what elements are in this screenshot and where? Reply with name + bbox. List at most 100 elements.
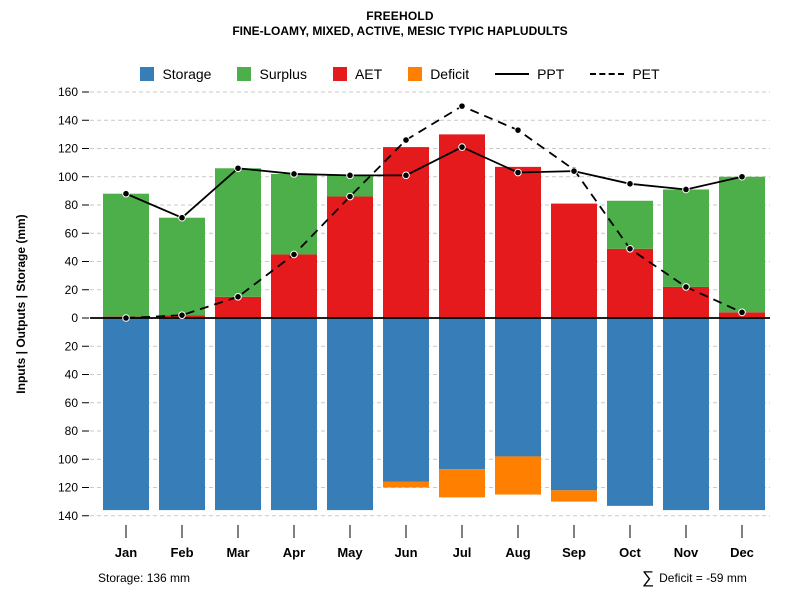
chart-legend: Storage Surplus AET Deficit PPT PET (0, 66, 800, 82)
legend-label-aet: AET (354, 66, 383, 82)
aet-bar (215, 296, 261, 318)
y-tick-label: 40 (65, 368, 79, 382)
y-tick-label: 40 (65, 255, 79, 269)
surplus-bar (719, 176, 765, 313)
chart-subtitle: FINE-LOAMY, MIXED, ACTIVE, MESIC TYPIC H… (232, 24, 568, 38)
ppt-point (346, 171, 354, 180)
pet-point (178, 311, 186, 319)
surplus-bar (663, 189, 709, 287)
month-label: Feb (170, 545, 193, 560)
month-label: Aug (505, 545, 530, 560)
surplus-bar (271, 173, 317, 255)
ppt-point (458, 143, 466, 151)
ppt-point (570, 167, 578, 175)
month-label: Jan (115, 545, 137, 560)
legend-label-deficit: Deficit (430, 66, 470, 82)
aet-bar (551, 203, 597, 318)
deficit-annotation: ∑ Deficit = -59 mm (642, 568, 747, 588)
y-tick-label: 0 (71, 311, 78, 325)
ppt-point (514, 168, 522, 177)
legend-label-ppt: PPT (537, 66, 565, 82)
storage-bar (719, 318, 765, 511)
surplus-bar (215, 168, 261, 297)
month-label: Dec (730, 545, 754, 560)
month-label: Sep (562, 545, 586, 560)
surplus-bar (607, 200, 653, 249)
deficit-text: Deficit = -59 mm (659, 571, 747, 585)
surplus-bar (103, 193, 149, 317)
month-label: Oct (619, 545, 641, 560)
y-tick-label: 160 (58, 85, 78, 99)
pet-line (125, 105, 743, 319)
aet-bar (439, 134, 485, 318)
ppt-point (122, 189, 130, 198)
legend-item-aet: AET (332, 66, 383, 82)
pet-point (346, 192, 354, 201)
month-label: Jul (453, 545, 472, 560)
pet-point (626, 244, 634, 253)
ppt-point (290, 170, 298, 178)
surplus-bar (159, 217, 205, 316)
pet-point (458, 102, 466, 110)
y-tick-label: 100 (58, 452, 78, 466)
y-tick-label: 80 (65, 198, 79, 212)
legend-label-surplus: Surplus (259, 66, 307, 82)
surplus-bar (327, 175, 373, 197)
pet-point (402, 136, 410, 144)
ppt-point (738, 172, 746, 181)
pet-point (290, 250, 298, 259)
month-label: May (337, 545, 363, 560)
pet-point (234, 293, 242, 301)
aet-bar (607, 248, 653, 318)
ppt-line-sample (495, 73, 530, 75)
y-tick-label: 140 (58, 509, 78, 523)
y-tick-label: 120 (58, 481, 78, 495)
storage-swatch (140, 67, 155, 81)
y-tick-label: 140 (58, 113, 78, 127)
deficit-bar (439, 469, 485, 498)
aet-bar (327, 196, 373, 318)
aet-bar (663, 286, 709, 318)
deficit-swatch (408, 67, 423, 81)
ppt-point (178, 213, 186, 222)
legend-label-storage: Storage (162, 66, 212, 82)
pet-point (682, 283, 690, 291)
y-tick-label: 60 (65, 226, 79, 240)
ppt-point (626, 180, 634, 188)
storage-bar (607, 318, 653, 506)
storage-bar (103, 318, 149, 511)
deficit-bar (551, 490, 597, 502)
pet-point (514, 126, 522, 134)
surplus-swatch (237, 67, 252, 81)
aet-swatch (332, 67, 347, 81)
storage-bar (271, 318, 317, 511)
ppt-point (234, 164, 242, 173)
deficit-bar (383, 481, 429, 488)
sigma-symbol: ∑ (642, 568, 655, 587)
y-axis-label: Inputs | Outputs | Storage (mm) (14, 214, 28, 394)
ppt-point (402, 171, 410, 180)
legend-label-pet: PET (632, 66, 660, 82)
y-tick-label: 60 (65, 396, 79, 410)
chart-title: FREEHOLD (366, 9, 434, 23)
storage-bar (663, 318, 709, 511)
storage-bar (551, 318, 597, 491)
y-tick-label: 120 (58, 142, 78, 156)
y-tick-label: 80 (65, 424, 79, 438)
month-label: Jun (394, 545, 417, 560)
legend-item-ppt: PPT (495, 66, 564, 82)
pet-line-sample (590, 73, 625, 75)
storage-bar (215, 318, 261, 511)
aet-bar (271, 254, 317, 318)
month-label: Mar (226, 545, 249, 560)
pet-point (738, 308, 746, 317)
y-tick-label: 20 (65, 283, 79, 297)
ppt-line (125, 146, 743, 219)
ppt-point (682, 185, 690, 194)
y-tick-label: 100 (58, 170, 78, 184)
aet-bar (495, 166, 541, 318)
deficit-bar (495, 456, 541, 495)
storage-bar (495, 318, 541, 457)
legend-item-deficit: Deficit (408, 66, 469, 82)
